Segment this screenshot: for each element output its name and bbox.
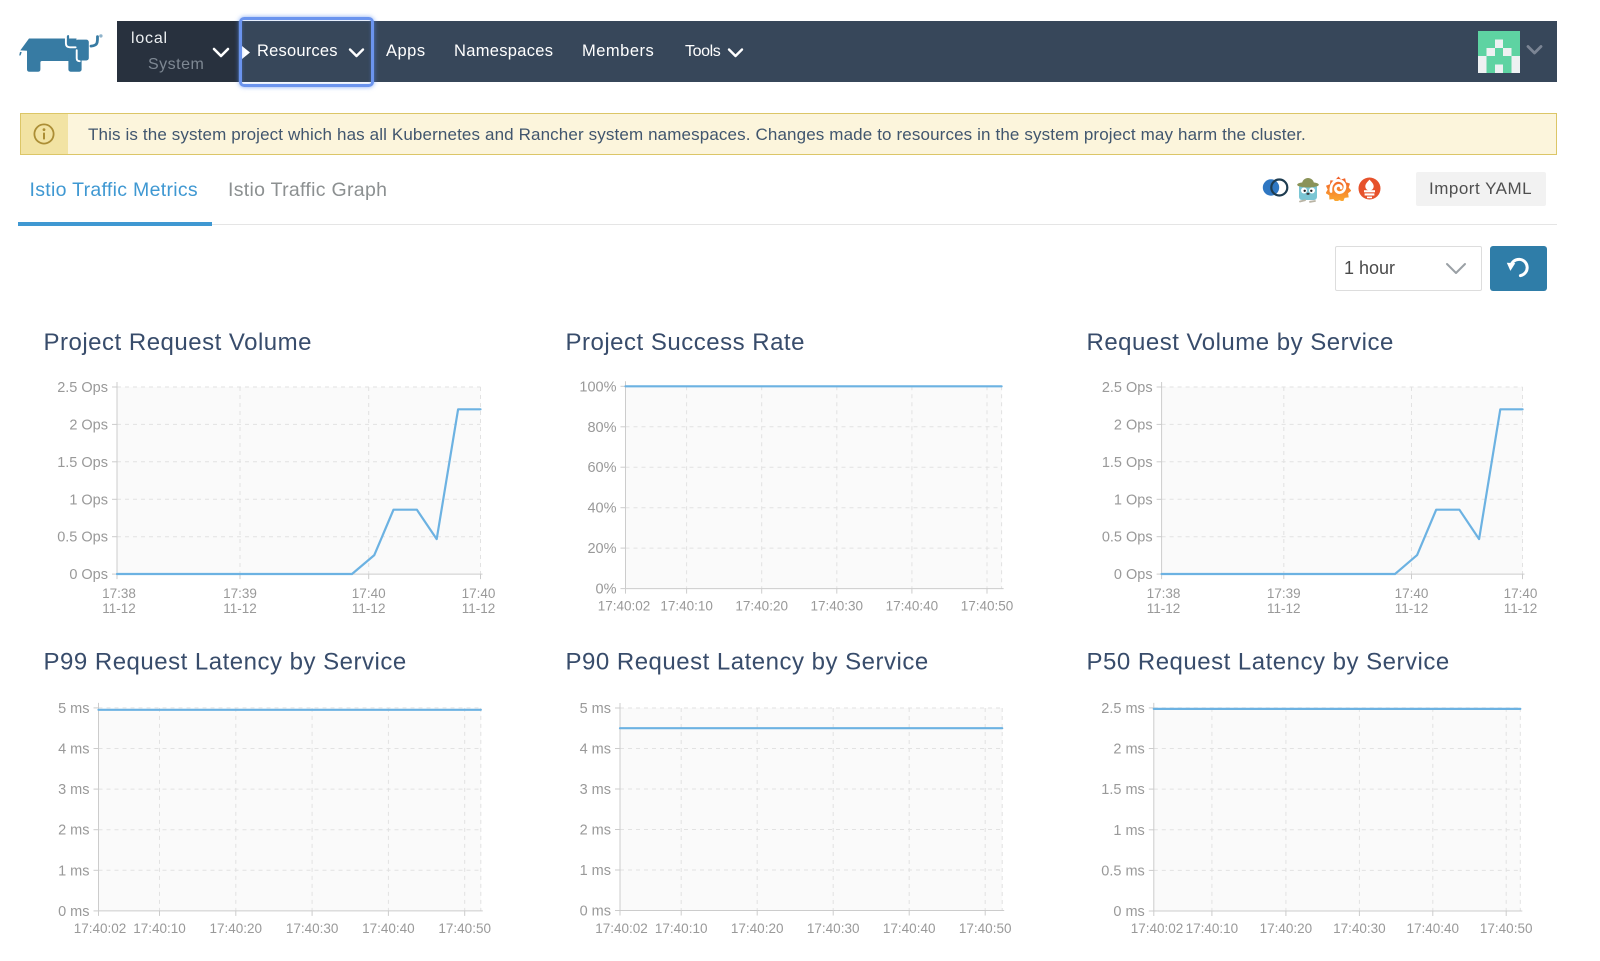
svg-text:5 ms: 5 ms — [580, 701, 611, 717]
svg-text:17:40:02: 17:40:02 — [74, 921, 127, 936]
svg-text:17:40: 17:40 — [1395, 586, 1429, 601]
svg-text:17:40:10: 17:40:10 — [1186, 921, 1239, 936]
svg-text:17:40:30: 17:40:30 — [286, 921, 339, 936]
svg-text:17:40:30: 17:40:30 — [807, 921, 860, 936]
svg-text:17:40: 17:40 — [352, 586, 386, 601]
svg-text:80%: 80% — [587, 420, 616, 436]
svg-text:P99 Request Latency by Service: P99 Request Latency by Service — [44, 649, 407, 676]
svg-text:0 ms: 0 ms — [580, 904, 611, 920]
svg-text:17:40:40: 17:40:40 — [886, 599, 939, 614]
svg-text:17:40: 17:40 — [1504, 586, 1538, 601]
svg-text:0 Ops: 0 Ops — [1114, 567, 1153, 583]
svg-text:1.5 Ops: 1.5 Ops — [1102, 455, 1153, 471]
svg-text:0 ms: 0 ms — [1113, 904, 1144, 920]
svg-text:0 ms: 0 ms — [58, 904, 89, 920]
svg-text:11-12: 11-12 — [1504, 601, 1538, 616]
svg-text:60%: 60% — [587, 460, 616, 476]
svg-text:100%: 100% — [579, 379, 616, 395]
svg-text:17:40:30: 17:40:30 — [1333, 921, 1386, 936]
svg-text:0.5 ms: 0.5 ms — [1101, 863, 1145, 879]
svg-text:Project Request Volume: Project Request Volume — [44, 329, 312, 356]
svg-text:17:40:40: 17:40:40 — [362, 921, 415, 936]
svg-text:1 Ops: 1 Ops — [1114, 492, 1153, 508]
svg-text:17:40:02: 17:40:02 — [1131, 921, 1184, 936]
svg-text:17:40:02: 17:40:02 — [595, 921, 648, 936]
svg-text:17:40:20: 17:40:20 — [210, 921, 263, 936]
svg-text:11-12: 11-12 — [223, 601, 257, 616]
svg-text:11-12: 11-12 — [352, 601, 386, 616]
svg-text:17:40:10: 17:40:10 — [660, 599, 713, 614]
svg-text:17:38: 17:38 — [1147, 586, 1181, 601]
svg-text:17:40:10: 17:40:10 — [133, 921, 186, 936]
svg-text:2 Ops: 2 Ops — [1114, 417, 1153, 433]
svg-text:0 Ops: 0 Ops — [69, 567, 108, 583]
svg-text:17:40:40: 17:40:40 — [1407, 921, 1460, 936]
svg-text:0%: 0% — [596, 582, 617, 598]
svg-text:5 ms: 5 ms — [58, 701, 89, 717]
svg-text:4 ms: 4 ms — [580, 742, 611, 758]
svg-text:1.5 ms: 1.5 ms — [1101, 782, 1145, 798]
svg-text:40%: 40% — [587, 501, 616, 517]
svg-text:17:40:10: 17:40:10 — [655, 921, 708, 936]
svg-text:17:40:50: 17:40:50 — [961, 599, 1014, 614]
svg-text:1 Ops: 1 Ops — [69, 492, 108, 508]
svg-text:2.5 Ops: 2.5 Ops — [1102, 380, 1153, 396]
svg-text:17:40:50: 17:40:50 — [438, 921, 491, 936]
svg-text:20%: 20% — [587, 541, 616, 557]
svg-text:17:40:50: 17:40:50 — [959, 921, 1012, 936]
svg-text:2 Ops: 2 Ops — [69, 417, 108, 433]
svg-text:11-12: 11-12 — [102, 601, 136, 616]
svg-text:2.5 Ops: 2.5 Ops — [57, 380, 108, 396]
svg-text:P50 Request Latency by Service: P50 Request Latency by Service — [1087, 649, 1450, 676]
svg-text:3 ms: 3 ms — [58, 782, 89, 798]
svg-text:1.5 Ops: 1.5 Ops — [57, 455, 108, 471]
svg-text:2 ms: 2 ms — [1113, 742, 1144, 758]
svg-text:17:38: 17:38 — [102, 586, 136, 601]
svg-text:1 ms: 1 ms — [1113, 823, 1144, 839]
svg-text:11-12: 11-12 — [1147, 601, 1181, 616]
svg-text:11-12: 11-12 — [1267, 601, 1301, 616]
svg-text:0.5 Ops: 0.5 Ops — [57, 530, 108, 546]
svg-text:17:40:20: 17:40:20 — [1260, 921, 1313, 936]
svg-text:17:39: 17:39 — [1267, 586, 1301, 601]
svg-text:P90 Request Latency by Service: P90 Request Latency by Service — [566, 649, 929, 676]
svg-text:17:40:20: 17:40:20 — [735, 599, 788, 614]
svg-text:2 ms: 2 ms — [580, 823, 611, 839]
svg-text:1 ms: 1 ms — [58, 863, 89, 879]
svg-text:11-12: 11-12 — [1395, 601, 1429, 616]
svg-text:2 ms: 2 ms — [58, 823, 89, 839]
svg-text:11-12: 11-12 — [462, 601, 496, 616]
svg-text:17:39: 17:39 — [223, 586, 257, 601]
svg-text:2.5 ms: 2.5 ms — [1101, 701, 1145, 717]
svg-text:Request Volume by Service: Request Volume by Service — [1087, 329, 1394, 356]
svg-text:3 ms: 3 ms — [580, 782, 611, 798]
svg-text:17:40:20: 17:40:20 — [731, 921, 784, 936]
svg-text:17:40:50: 17:40:50 — [1480, 921, 1533, 936]
svg-text:17:40:02: 17:40:02 — [598, 599, 651, 614]
svg-text:1 ms: 1 ms — [580, 863, 611, 879]
svg-text:Project Success Rate: Project Success Rate — [566, 329, 805, 356]
svg-text:17:40:40: 17:40:40 — [883, 921, 936, 936]
svg-text:0.5 Ops: 0.5 Ops — [1102, 530, 1153, 546]
svg-text:17:40: 17:40 — [462, 586, 496, 601]
svg-text:4 ms: 4 ms — [58, 742, 89, 758]
svg-text:17:40:30: 17:40:30 — [811, 599, 864, 614]
